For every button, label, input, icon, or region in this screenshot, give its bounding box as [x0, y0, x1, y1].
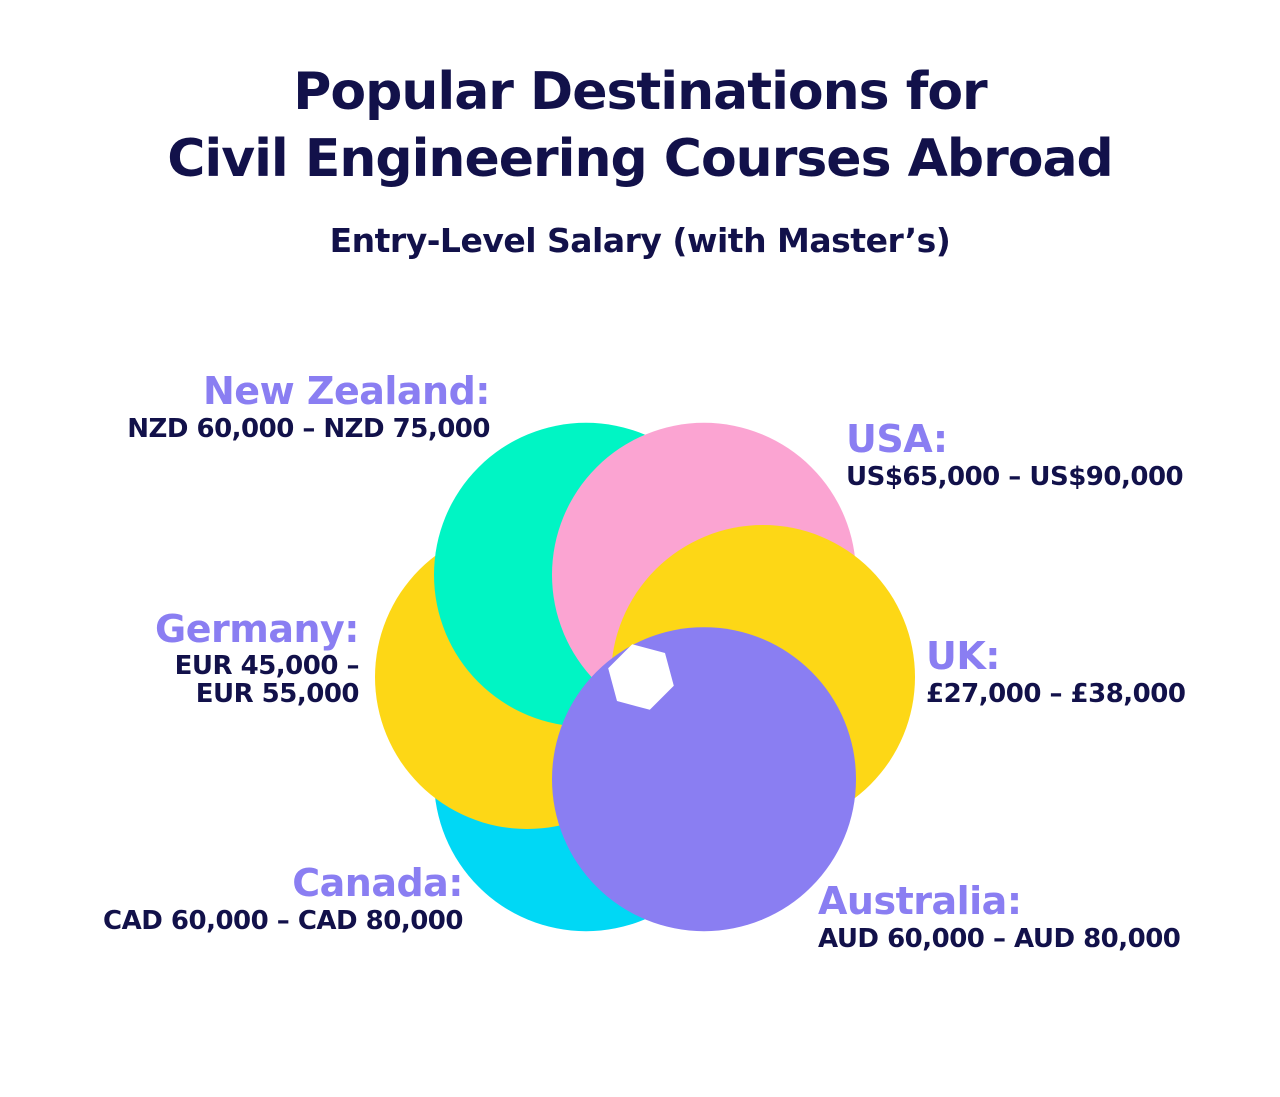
destination-usa: USA: US$65,000 – US$90,000: [846, 416, 1184, 492]
salary-range: £27,000 – £38,000: [926, 679, 1186, 709]
page-title-line-1: Popular Destinations for: [293, 62, 987, 122]
salary-range: US$65,000 – US$90,000: [846, 462, 1184, 492]
salary-range: AUD 60,000 – AUD 80,000: [818, 924, 1181, 954]
country-name: Germany:: [155, 607, 359, 651]
destination-canada: Canada: CAD 60,000 – CAD 80,000: [103, 860, 463, 936]
country-name: Canada:: [292, 861, 463, 905]
petals-group: [375, 422, 915, 932]
destination-uk: UK: £27,000 – £38,000: [926, 633, 1186, 709]
page-subtitle: Entry-Level Salary (with Master’s): [329, 221, 951, 260]
center-hole: [608, 644, 674, 710]
petal-australia: [552, 627, 856, 932]
salary-range: NZD 60,000 – NZD 75,000: [127, 414, 490, 444]
destination-new-zealand: New Zealand: NZD 60,000 – NZD 75,000: [127, 368, 490, 444]
salary-range: CAD 60,000 – CAD 80,000: [103, 906, 463, 936]
country-name: UK:: [926, 634, 1001, 678]
country-name: New Zealand:: [203, 369, 490, 413]
country-name: USA:: [846, 417, 948, 461]
destination-germany: Germany: EUR 45,000 – EUR 55,000: [155, 606, 359, 708]
salary-range-line-1: EUR 45,000 –: [174, 651, 360, 681]
country-name: Australia:: [818, 879, 1022, 923]
destination-australia: Australia: AUD 60,000 – AUD 80,000: [818, 878, 1181, 954]
page-title-line-2: Civil Engineering Courses Abroad: [167, 129, 1114, 189]
salary-range-line-2: EUR 55,000: [195, 679, 360, 709]
